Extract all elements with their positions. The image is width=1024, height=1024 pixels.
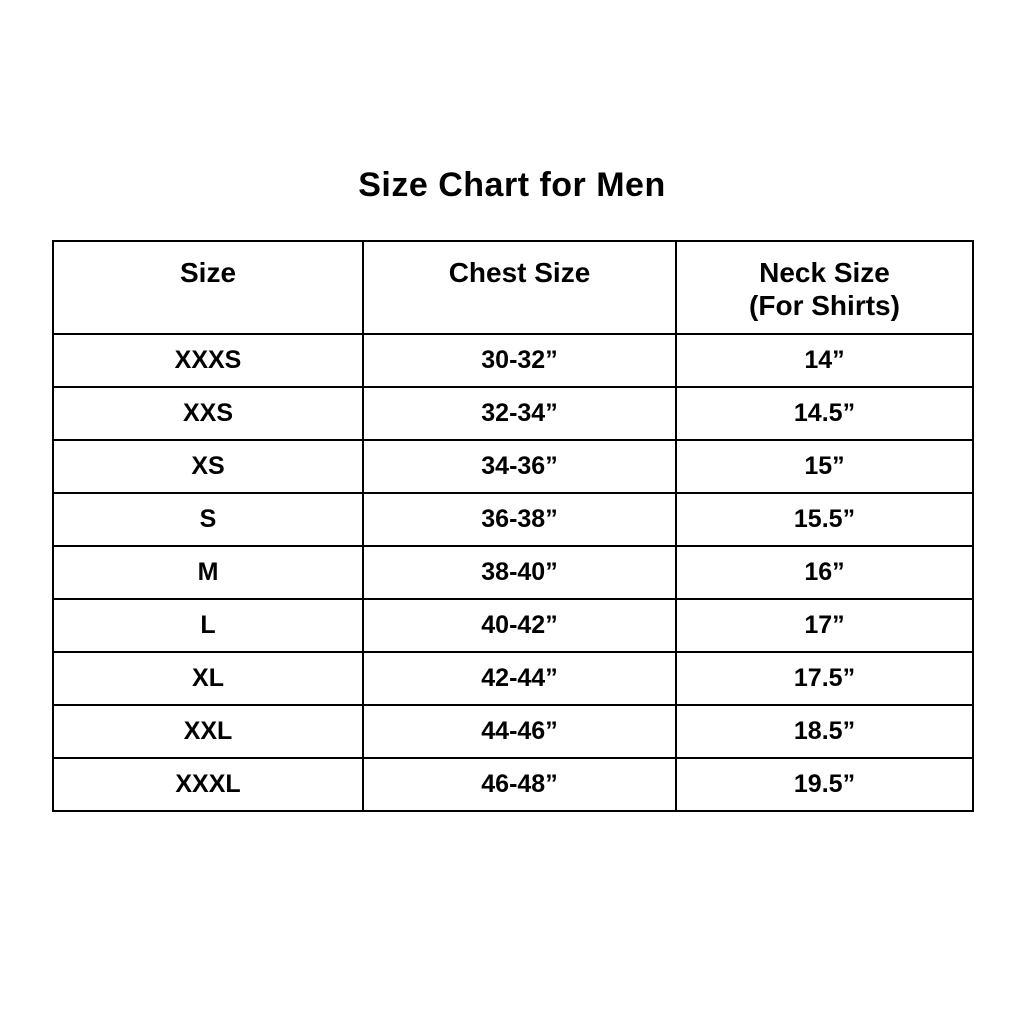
page-title: Size Chart for Men [358, 166, 666, 204]
header-cell-size: Size [52, 240, 364, 335]
size-cell: S [52, 492, 364, 547]
size-cell: XXXL [52, 757, 364, 812]
chest-size-cell: 38-40” [362, 545, 677, 600]
table-row: XXS 32-34” 14.5” [52, 386, 974, 441]
table-row: XS 34-36” 15” [52, 439, 974, 494]
neck-size-cell: 18.5” [675, 704, 974, 759]
table-row: M 38-40” 16” [52, 545, 974, 600]
neck-size-cell: 15.5” [675, 492, 974, 547]
neck-size-cell: 14” [675, 333, 974, 388]
size-cell: XXL [52, 704, 364, 759]
neck-size-cell: 19.5” [675, 757, 974, 812]
chest-size-cell: 42-44” [362, 651, 677, 706]
header-cell-chest-size: Chest Size [362, 240, 677, 335]
size-cell: XXXS [52, 333, 364, 388]
header-cell-neck-size: Neck Size (For Shirts) [675, 240, 974, 335]
header-label-chest-size: Chest Size [448, 257, 591, 288]
neck-size-cell: 15” [675, 439, 974, 494]
chest-size-cell: 32-34” [362, 386, 677, 441]
header-sublabel-neck-size: (For Shirts) [749, 290, 900, 322]
header-label-size: Size [179, 257, 237, 288]
table-row: S 36-38” 15.5” [52, 492, 974, 547]
chest-size-cell: 46-48” [362, 757, 677, 812]
size-cell: XXS [52, 386, 364, 441]
neck-size-cell: 16” [675, 545, 974, 600]
chest-size-cell: 34-36” [362, 439, 677, 494]
chest-size-cell: 36-38” [362, 492, 677, 547]
table-row: XXL 44-46” 18.5” [52, 704, 974, 759]
neck-size-cell: 17.5” [675, 651, 974, 706]
table-row: L 40-42” 17” [52, 598, 974, 653]
chest-size-cell: 40-42” [362, 598, 677, 653]
size-cell: XL [52, 651, 364, 706]
size-chart-table: Size Chest Size Neck Size (For Shirts) X… [52, 240, 974, 812]
header-label-neck-size: Neck Size [759, 257, 890, 288]
table-row: XXXL 46-48” 19.5” [52, 757, 974, 812]
table-row: XXXS 30-32” 14” [52, 333, 974, 388]
chest-size-cell: 44-46” [362, 704, 677, 759]
table-header-row: Size Chest Size Neck Size (For Shirts) [52, 240, 974, 335]
table-row: XL 42-44” 17.5” [52, 651, 974, 706]
size-cell: XS [52, 439, 364, 494]
chest-size-cell: 30-32” [362, 333, 677, 388]
neck-size-cell: 14.5” [675, 386, 974, 441]
size-cell: L [52, 598, 364, 653]
neck-size-cell: 17” [675, 598, 974, 653]
size-cell: M [52, 545, 364, 600]
